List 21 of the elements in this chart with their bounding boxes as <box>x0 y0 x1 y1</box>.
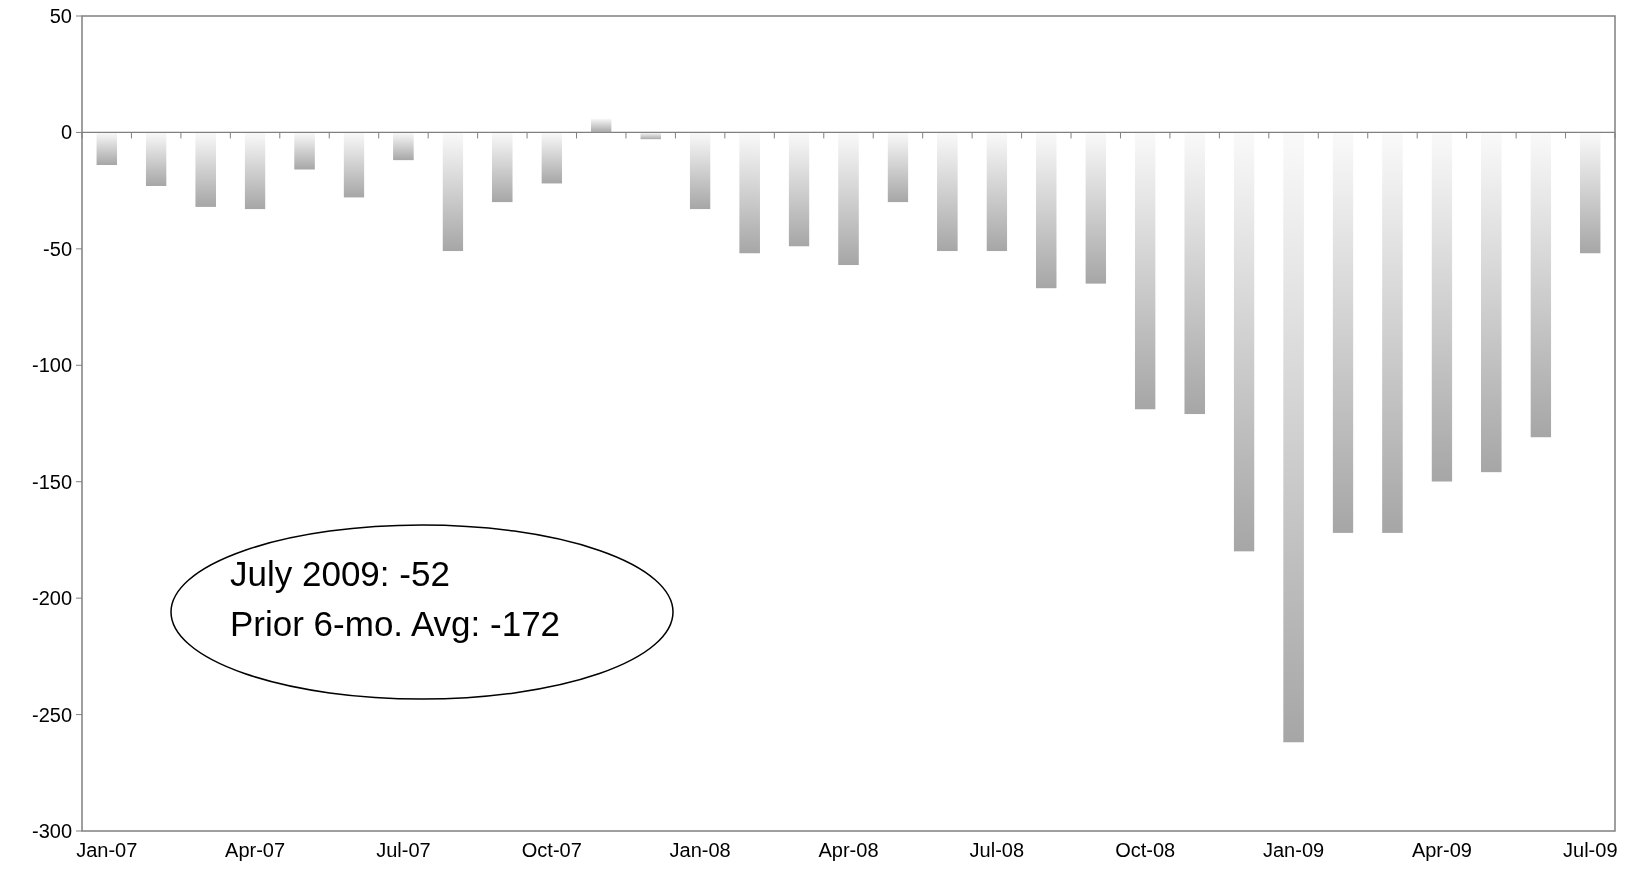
y-tick-label: 50 <box>49 5 72 27</box>
x-tick-label: Jul-07 <box>376 839 431 861</box>
y-tick-label: -250 <box>31 703 72 726</box>
x-tick-label: Jul-08 <box>969 839 1025 861</box>
x-tick-label: Apr-07 <box>225 839 286 861</box>
x-tick-label: Jul-09 <box>1563 839 1618 861</box>
x-tick-label: Jan-08 <box>669 839 731 861</box>
x-tick-label: Oct-07 <box>521 839 582 861</box>
annotation: July 2009: -52 <box>230 554 450 593</box>
x-tick-label: Oct-08 <box>1115 839 1176 861</box>
x-tick-label: Jan-07 <box>76 839 138 861</box>
y-tick-label: -300 <box>31 820 72 842</box>
x-tick-label: Apr-08 <box>818 839 879 861</box>
x-tick-label: Jan-09 <box>1262 839 1325 861</box>
y-tick-label: -50 <box>43 237 72 260</box>
y-tick-label: -200 <box>31 587 72 610</box>
y-tick-label: -150 <box>31 470 72 493</box>
y-tick-label: 0 <box>60 121 72 144</box>
annotation: Prior 6-mo. Avg: -172 <box>230 604 561 643</box>
y-tick-label: -100 <box>31 354 72 377</box>
x-tick-label: Apr-09 <box>1411 839 1472 861</box>
